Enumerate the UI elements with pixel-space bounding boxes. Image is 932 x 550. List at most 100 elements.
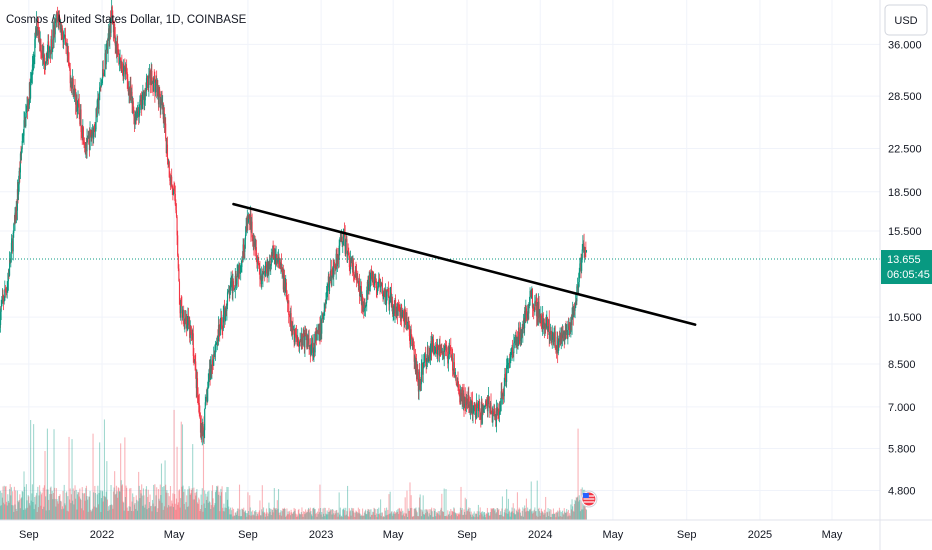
volume-bar: [274, 508, 276, 520]
candle: [220, 308, 222, 331]
candle: [418, 369, 420, 401]
candle: [72, 69, 74, 89]
candle: [195, 353, 197, 379]
candle: [7, 268, 9, 291]
volume-bar: [571, 499, 573, 520]
volume-bar: [142, 505, 144, 520]
currency-label[interactable]: USD: [894, 15, 917, 27]
volume-bar: [367, 508, 369, 520]
candle: [202, 422, 204, 437]
candle: [447, 345, 449, 372]
candle: [515, 329, 517, 348]
volume-bar: [21, 497, 23, 520]
candle: [524, 304, 526, 323]
candle: [506, 358, 508, 388]
candle: [67, 43, 69, 63]
volume-bar: [101, 490, 103, 520]
volume-bar: [368, 509, 370, 520]
candle: [395, 294, 397, 317]
volume-bar: [104, 496, 106, 520]
volume-bar: [432, 516, 434, 520]
volume-bar: [540, 508, 542, 520]
volume-bar: [100, 498, 102, 520]
volume-bar: [271, 509, 274, 520]
candle: [311, 337, 313, 353]
volume-bar: [4, 504, 6, 520]
volume-bar: [342, 509, 344, 520]
volume-bar: [227, 487, 229, 520]
candle: [12, 235, 14, 254]
volume-bar: [195, 492, 197, 520]
volume-bar: [3, 502, 5, 520]
volume-bar: [552, 508, 555, 520]
candle: [281, 263, 283, 279]
volume-bar: [321, 511, 323, 520]
volume-bar: [422, 495, 424, 520]
volume-bar: [179, 507, 181, 520]
trendline[interactable]: [232, 202, 697, 326]
candle: [389, 286, 391, 303]
volume-bar: [18, 502, 20, 520]
y-axis[interactable]: 36.00028.50022.50018.50015.50010.5008.50…: [888, 39, 922, 497]
volume-bar: [517, 512, 519, 520]
candle: [310, 344, 312, 357]
event-flag-icon[interactable]: [580, 490, 598, 508]
candle: [158, 85, 160, 108]
volume-bar: [202, 416, 205, 520]
candle: [568, 318, 570, 336]
volume-bar: [120, 443, 122, 520]
candle: [195, 368, 197, 399]
candle: [135, 107, 137, 125]
volume-bar: [292, 511, 295, 520]
candle: [334, 263, 336, 275]
candle: [347, 250, 349, 264]
volume-bar: [547, 508, 549, 520]
candle: [111, 5, 113, 25]
x-axis[interactable]: Sep 2022 May Sep 2023 May Sep 2024 May Sep 2025 May: [19, 529, 843, 541]
candle: [201, 415, 203, 443]
volume-bar: [450, 508, 452, 520]
volume-bar: [167, 493, 169, 520]
volume-bar: [440, 509, 442, 520]
volume-bar: [504, 509, 506, 520]
volume-bar: [84, 500, 86, 520]
volume-bar: [316, 516, 318, 520]
candle: [513, 337, 515, 344]
volume-bar: [488, 512, 490, 520]
volume-bar: [330, 509, 332, 520]
candle: [213, 346, 215, 366]
volume-bar: [459, 514, 461, 520]
candle: [6, 287, 8, 296]
volume-bar: [87, 499, 89, 520]
volume-bar: [181, 486, 183, 520]
x-tick-label: 2024: [528, 529, 552, 541]
volume-bar: [317, 514, 319, 520]
volume-bar: [220, 488, 222, 520]
candle: [76, 100, 78, 118]
candle: [413, 341, 415, 370]
volume-bar: [486, 507, 488, 520]
y-tick-label: 10.500: [888, 312, 922, 324]
volume-bar: [238, 515, 240, 520]
candle: [563, 329, 565, 349]
volume-bar: [576, 497, 578, 520]
volume-bar: [279, 515, 281, 520]
candle: [482, 403, 484, 415]
candle: [236, 264, 238, 289]
candle: [465, 393, 467, 413]
volume-bar: [230, 514, 232, 520]
volume-bar: [544, 513, 546, 520]
currency-box[interactable]: [884, 4, 928, 36]
candle: [298, 339, 300, 352]
volume-bar: [459, 507, 461, 520]
volume-bar: [213, 505, 215, 520]
candle: [280, 253, 283, 273]
volume-bar: [236, 511, 238, 520]
candle: [295, 327, 297, 345]
volume-bar: [15, 490, 17, 520]
candle: [126, 59, 128, 80]
candle: [244, 237, 246, 261]
candle: [276, 253, 278, 266]
volume-bar: [175, 498, 178, 520]
